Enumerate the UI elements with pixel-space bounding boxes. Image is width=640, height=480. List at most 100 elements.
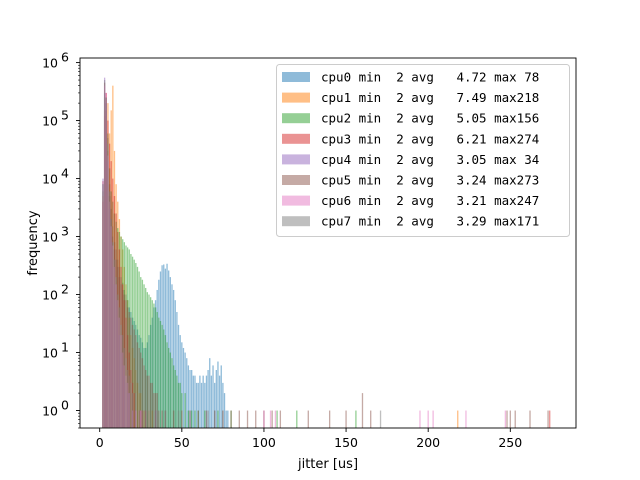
bar [138, 410, 140, 428]
y-tick-exponent: 1 [61, 340, 69, 355]
legend-label: cpu4 min 2 avg 3.05 max 34 [321, 152, 539, 167]
series-cpu7 [102, 80, 382, 428]
bar [230, 410, 232, 428]
bar [141, 279, 144, 428]
bar [113, 259, 116, 428]
legend-swatch [282, 72, 310, 82]
bar [141, 410, 144, 428]
bar [103, 80, 106, 428]
bar [199, 375, 201, 428]
bar [465, 410, 467, 428]
bar [187, 365, 190, 428]
bar [181, 342, 183, 428]
bar [184, 393, 186, 428]
bar [181, 410, 183, 428]
bar [307, 410, 309, 428]
bar [151, 300, 153, 428]
bar [529, 410, 531, 428]
bar [110, 219, 112, 428]
legend-label: cpu5 min 2 avg 3.24 max273 [321, 173, 539, 188]
bar [207, 370, 209, 428]
x-axis-ticks: 0 50 100 150 200 250 [96, 428, 522, 450]
bar [128, 375, 130, 428]
bar [276, 410, 278, 428]
legend-swatch [282, 154, 310, 165]
bar [133, 329, 135, 428]
bar [145, 370, 147, 428]
legend-swatch [282, 113, 310, 124]
legend-swatch [282, 195, 310, 206]
bar [143, 365, 145, 428]
bar [186, 358, 188, 428]
bar [122, 335, 124, 428]
bar [194, 375, 196, 428]
bar [131, 324, 134, 428]
bar [214, 382, 216, 428]
bar [209, 358, 211, 428]
legend: cpu0 min 2 avg 4.72 max 78 cpu1 min 2 avg… [276, 64, 570, 237]
bar [148, 294, 150, 428]
bar [457, 410, 459, 428]
bar [419, 410, 421, 428]
legend-swatch [282, 92, 310, 103]
bar [172, 365, 175, 428]
bar [146, 375, 148, 428]
bar [217, 410, 219, 428]
bar [179, 335, 181, 428]
y-tick-label: 10 [42, 230, 58, 245]
bar [140, 410, 142, 428]
bar [130, 382, 132, 428]
x-tick-label: 200 [416, 435, 440, 450]
bar [172, 410, 175, 428]
y-tick-label: 10 [42, 288, 58, 303]
bar [255, 410, 257, 428]
bar [225, 410, 227, 428]
x-tick-label: 150 [334, 435, 358, 450]
bar [158, 317, 160, 428]
x-tick-label: 250 [498, 435, 522, 450]
bar [117, 294, 119, 428]
bar [379, 410, 382, 428]
bar [135, 335, 137, 428]
bar [105, 97, 107, 428]
bar [115, 277, 117, 428]
bar [238, 410, 240, 428]
bar [148, 375, 150, 428]
bar [177, 410, 180, 428]
bar [189, 410, 191, 428]
bar [140, 352, 142, 428]
bar [123, 347, 125, 428]
bar [153, 393, 155, 428]
bar [509, 410, 511, 428]
bar [154, 393, 157, 428]
bar [220, 365, 222, 428]
bar [177, 324, 180, 428]
bar [207, 410, 209, 428]
bar [506, 410, 508, 428]
bar [214, 410, 216, 428]
bar [177, 382, 180, 428]
bar [168, 347, 170, 428]
bar [149, 297, 152, 428]
plot-frame [79, 57, 577, 429]
y-tick-label: 10 [42, 404, 58, 419]
legend-swatch [282, 133, 310, 144]
legend-label: cpu2 min 2 avg 5.05 max156 [321, 111, 539, 126]
bar [197, 382, 199, 428]
y-tick-exponent: 3 [61, 224, 69, 239]
bar [138, 347, 140, 428]
bar [120, 324, 122, 428]
legend-label: cpu3 min 2 avg 6.21 max274 [321, 131, 539, 146]
legend-swatch [282, 175, 310, 185]
bar [274, 410, 277, 428]
x-tick-label: 50 [174, 435, 190, 450]
bar [164, 410, 167, 428]
y-tick-exponent: 6 [61, 50, 69, 65]
bar [126, 307, 129, 428]
bar [279, 410, 282, 428]
legend-label: cpu7 min 2 avg 3.29 max171 [321, 214, 539, 229]
y-tick-exponent: 2 [61, 282, 69, 297]
bar [182, 347, 185, 428]
bar [217, 361, 219, 428]
